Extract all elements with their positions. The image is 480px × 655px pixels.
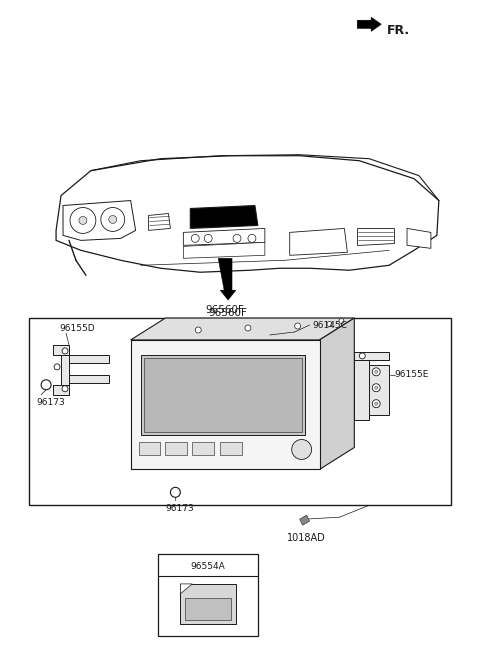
Polygon shape (357, 229, 394, 246)
Circle shape (41, 380, 51, 390)
Text: 96155D: 96155D (59, 324, 95, 333)
Bar (158, 554, 258, 636)
Bar (180, 584, 236, 624)
Circle shape (375, 370, 378, 373)
Bar (185, 598, 231, 620)
Polygon shape (183, 242, 265, 258)
Bar (53, 345, 69, 355)
Text: FR.: FR. (387, 24, 410, 37)
Bar (61, 345, 69, 395)
Circle shape (375, 402, 378, 405)
Circle shape (295, 323, 300, 329)
Polygon shape (218, 258, 236, 300)
Bar (69, 355, 109, 363)
Text: 96173: 96173 (36, 398, 65, 407)
Polygon shape (300, 515, 310, 525)
Circle shape (339, 318, 344, 324)
Text: 96560F: 96560F (205, 305, 244, 315)
Circle shape (233, 234, 241, 242)
Bar (69, 375, 109, 383)
Bar (29, 318, 451, 505)
Circle shape (79, 216, 87, 225)
Bar (354, 360, 369, 420)
Bar (192, 441, 214, 455)
Polygon shape (320, 318, 354, 470)
Text: 96554A: 96554A (191, 562, 226, 571)
Text: 96173: 96173 (166, 504, 194, 514)
Circle shape (62, 386, 68, 392)
Circle shape (375, 386, 378, 389)
Circle shape (292, 440, 312, 459)
Polygon shape (56, 156, 439, 272)
Circle shape (70, 208, 96, 233)
Polygon shape (290, 229, 348, 255)
Circle shape (372, 384, 380, 392)
Polygon shape (407, 229, 431, 248)
Circle shape (245, 325, 251, 331)
Bar (144, 358, 301, 432)
Polygon shape (63, 200, 136, 240)
Bar (131, 340, 320, 470)
Circle shape (192, 234, 199, 242)
Polygon shape (190, 206, 258, 229)
Bar (220, 441, 242, 455)
Circle shape (204, 234, 212, 242)
Bar (354, 352, 389, 360)
Circle shape (372, 368, 380, 376)
Circle shape (109, 215, 117, 223)
Bar (166, 441, 187, 455)
Text: 1018AD: 1018AD (287, 533, 326, 543)
Bar (53, 384, 69, 395)
Bar (141, 355, 305, 434)
Bar (139, 441, 160, 455)
Circle shape (170, 487, 180, 497)
Circle shape (54, 364, 60, 370)
Circle shape (327, 322, 332, 326)
Polygon shape (180, 584, 192, 594)
Polygon shape (357, 17, 381, 31)
Polygon shape (220, 269, 230, 275)
Polygon shape (183, 229, 265, 246)
Polygon shape (131, 318, 354, 340)
Text: 96155E: 96155E (394, 370, 429, 379)
Polygon shape (148, 214, 170, 231)
Text: 96145C: 96145C (312, 320, 348, 329)
Circle shape (101, 208, 125, 231)
Circle shape (195, 327, 201, 333)
Circle shape (372, 400, 380, 407)
Circle shape (248, 234, 256, 242)
Circle shape (360, 353, 365, 359)
Text: 96560F: 96560F (209, 308, 248, 318)
Bar (369, 365, 389, 415)
Circle shape (62, 348, 68, 354)
